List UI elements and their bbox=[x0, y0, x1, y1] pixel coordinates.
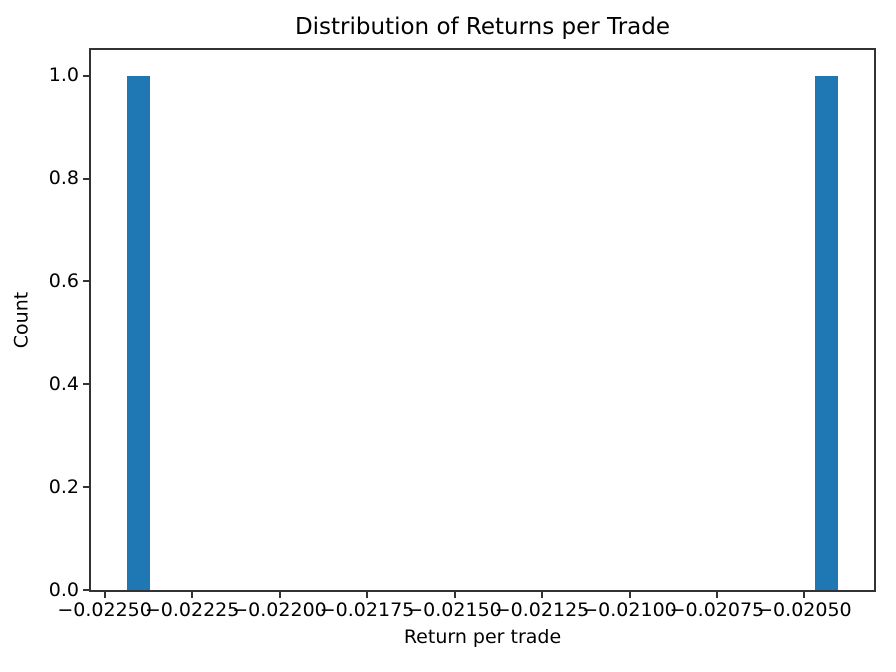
x-tick-label: −0.02050 bbox=[757, 599, 852, 621]
chart-title: Distribution of Returns per Trade bbox=[294, 14, 671, 40]
plot-area bbox=[89, 48, 876, 592]
y-tick-mark bbox=[83, 383, 89, 386]
x-tick-label: −0.02100 bbox=[582, 599, 677, 621]
x-tick-label: −0.02175 bbox=[319, 599, 415, 621]
x-tick-label: −0.02200 bbox=[232, 599, 327, 621]
x-tick-label: −0.02150 bbox=[407, 599, 502, 621]
x-tick-mark bbox=[366, 592, 368, 598]
x-tick-label: −0.02075 bbox=[669, 599, 765, 621]
y-tick-mark bbox=[83, 280, 89, 283]
x-tick-label: −0.02250 bbox=[57, 599, 152, 621]
histogram-bar bbox=[126, 75, 151, 590]
y-tick-mark bbox=[83, 589, 89, 591]
x-tick-mark bbox=[715, 592, 718, 598]
x-tick-mark bbox=[628, 592, 631, 598]
x-axis-label: Return per trade bbox=[403, 626, 562, 648]
y-tick-mark bbox=[83, 486, 89, 489]
y-tick-mark bbox=[83, 177, 89, 180]
x-tick-mark bbox=[803, 592, 806, 598]
y-tick-label: 1.0 bbox=[48, 64, 79, 87]
y-tick-label: 0.6 bbox=[48, 269, 79, 292]
x-tick-mark bbox=[278, 592, 281, 598]
x-tick-mark bbox=[453, 592, 456, 598]
x-tick-label: −0.02125 bbox=[494, 599, 590, 621]
y-tick-label: 0.0 bbox=[48, 578, 79, 601]
y-axis-label: Count bbox=[10, 291, 33, 349]
histogram-bar bbox=[814, 75, 839, 590]
y-tick-label: 0.2 bbox=[48, 475, 79, 498]
y-tick-label: 0.4 bbox=[48, 372, 79, 395]
y-tick-mark bbox=[83, 74, 89, 77]
x-tick-mark bbox=[191, 592, 194, 598]
y-tick-label: 0.8 bbox=[48, 167, 79, 190]
x-tick-mark bbox=[541, 592, 543, 598]
x-tick-mark bbox=[103, 592, 106, 598]
x-tick-label: −0.02225 bbox=[144, 599, 240, 621]
